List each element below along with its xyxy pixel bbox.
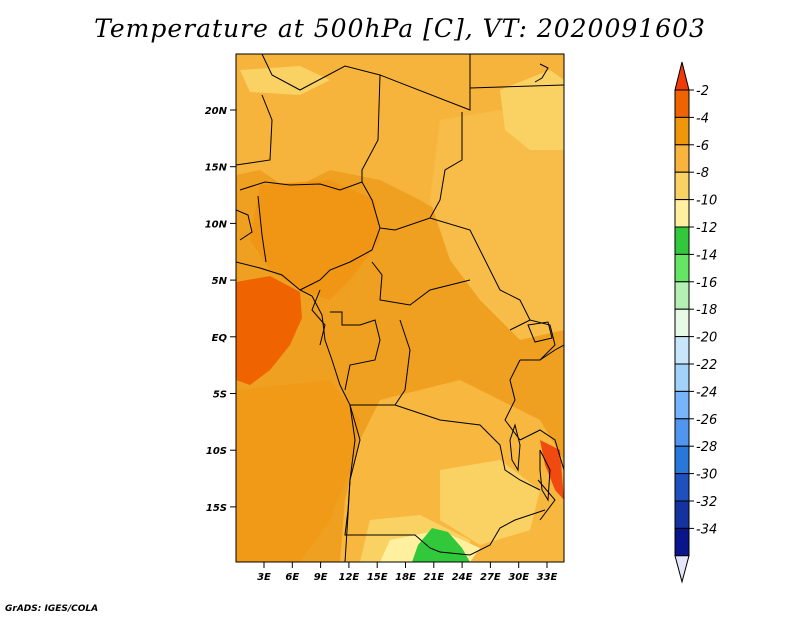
coastline-red-sea [534, 63, 549, 83]
colorbar-label: -12 [696, 221, 717, 236]
colorbar-swatch [674, 89, 690, 118]
latitude-axis: 20N 15N 10N 5N EQ 5S 10S 15S [205, 106, 236, 514]
colorbar-swatch [674, 418, 690, 447]
colorbar-bottom-arrow [674, 555, 690, 584]
colorbar-swatch [674, 527, 690, 557]
lon-label: 27E [480, 572, 501, 583]
colorbar-label: -6 [696, 139, 709, 154]
colorbar-swatch [674, 144, 690, 173]
lake-tanganyika [509, 423, 521, 472]
colorbar-label: -30 [696, 468, 717, 483]
colorbar-label: -16 [696, 276, 717, 291]
colorbar-swatch [674, 116, 690, 146]
lake-malawi [539, 449, 551, 502]
temperature-field [236, 54, 564, 562]
colorbar-label: -26 [696, 413, 717, 428]
colorbar-label: -28 [696, 440, 717, 455]
field-patch-warm-east [540, 440, 564, 500]
colorbar-swatch [674, 363, 690, 392]
lake-victoria [527, 321, 553, 343]
lat-label: 10S [206, 446, 227, 457]
lon-label: 12E [339, 572, 360, 583]
colorbar-label: -32 [696, 495, 717, 510]
colorbar-label: -18 [696, 303, 717, 318]
lon-label: 6E [285, 572, 299, 583]
country-borders [236, 54, 564, 556]
lon-label: 18E [395, 572, 416, 583]
colorbar-swatch [674, 171, 690, 201]
colorbar-swatch [674, 336, 690, 365]
colorbar-swatch [674, 390, 690, 420]
lat-label: 10N [205, 219, 228, 230]
longitude-axis: 3E 6E 9E 12E 15E 18E 21E 24E 27E 30E 33E [257, 562, 558, 583]
field-patch-yellow-s [440, 460, 540, 545]
lon-label: 3E [257, 572, 271, 583]
field-patch-yellow-ne [500, 70, 564, 150]
lon-label: 30E [508, 572, 529, 583]
lon-label: 15E [367, 572, 388, 583]
field-region-light-east [430, 110, 564, 340]
colorbar-swatch [674, 445, 690, 475]
colorbar-label: -8 [696, 166, 709, 181]
lat-label: 15S [206, 503, 227, 514]
colorbar: -2 -4 -6 -8 -10 -12 -14 -16 -18 -20 -22 -24 -26 -28 -3… [674, 61, 717, 584]
colorbar-label: -20 [696, 331, 717, 346]
lon-label: 21E [423, 572, 444, 583]
lon-label: 33E [537, 572, 558, 583]
field-patch-yellow-nw [240, 66, 330, 95]
lon-label: 24E [452, 572, 473, 583]
colorbar-swatch [674, 308, 690, 338]
field-patch-warm-gulf [236, 276, 302, 385]
lat-label: 20N [205, 106, 228, 117]
colorbar-label: -22 [696, 358, 717, 373]
field-region-deep-southwest [236, 380, 360, 562]
colorbar-swatch [674, 500, 690, 529]
coastline-atlantic [236, 261, 356, 562]
grads-credit: GrADS: IGES/COLA [5, 604, 99, 614]
colorbar-label: -24 [696, 385, 717, 400]
colorbar-label: -34 [696, 522, 717, 537]
colorbar-swatch [674, 253, 690, 283]
colorbar-swatch [674, 473, 690, 502]
map-title: Temperature at 500hPa [C], VT: 202009160… [94, 14, 706, 43]
lat-label: 15N [205, 163, 228, 174]
lat-label: 5S [213, 390, 227, 401]
lat-label: 5N [212, 276, 228, 287]
colorbar-label: -10 [696, 194, 717, 209]
colorbar-label: -4 [696, 111, 709, 126]
colorbar-swatch [674, 199, 690, 228]
colorbar-swatch [674, 281, 690, 310]
lat-label: EQ [212, 333, 228, 344]
colorbar-top-arrow [674, 61, 690, 91]
colorbar-label: -2 [696, 84, 709, 99]
field-region-deep-west [250, 180, 380, 300]
lon-label: 9E [314, 572, 328, 583]
colorbar-swatch [674, 226, 690, 255]
colorbar-label: -14 [696, 248, 717, 263]
map-frame [235, 53, 565, 563]
